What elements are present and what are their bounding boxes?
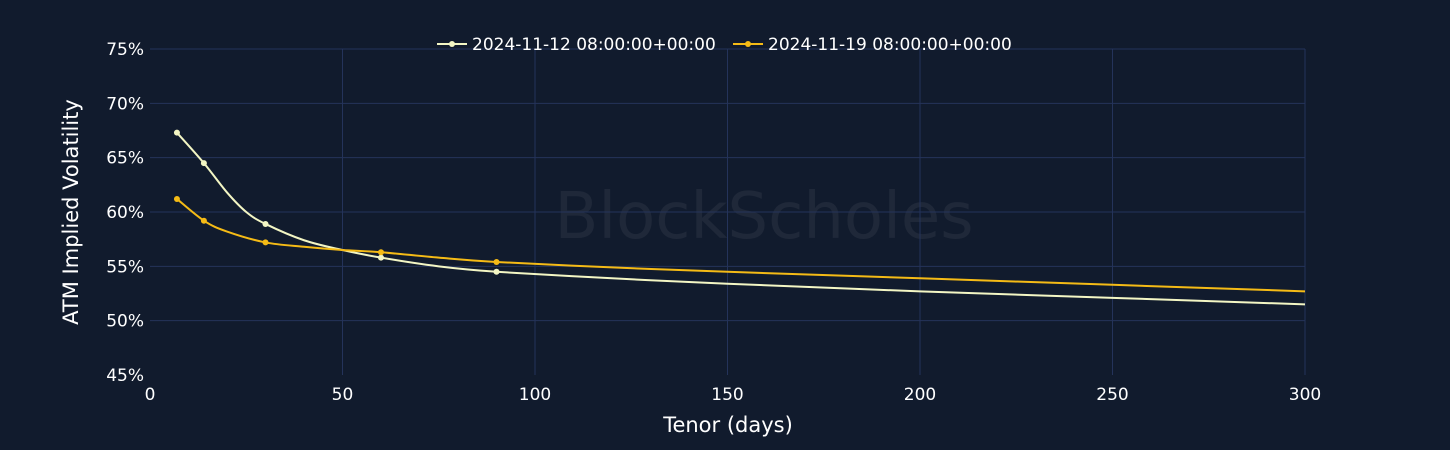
data-point <box>173 195 180 202</box>
y-tick-label: 65% <box>106 149 144 169</box>
legend-item[interactable]: 2024-11-19 08:00:00+00:00 <box>733 35 1012 55</box>
y-tick-label: 50% <box>106 312 144 332</box>
watermark-layer: BlockScholes <box>554 180 973 254</box>
data-point <box>493 258 500 265</box>
legend-label: 2024-11-12 08:00:00+00:00 <box>472 35 716 55</box>
x-tick-label: 300 <box>1289 385 1321 405</box>
y-tick-label: 70% <box>106 94 144 114</box>
y-tick-label: 60% <box>106 203 144 223</box>
series-line <box>176 132 1306 306</box>
watermark: BlockScholes <box>554 180 973 254</box>
y-tick-label: 45% <box>106 366 144 386</box>
data-point <box>262 239 269 246</box>
legend-label: 2024-11-19 08:00:00+00:00 <box>768 35 1012 55</box>
y-tick-label: 75% <box>106 40 144 60</box>
data-point <box>200 160 207 167</box>
legend-item[interactable]: 2024-11-12 08:00:00+00:00 <box>437 35 716 55</box>
series-line <box>176 198 1306 293</box>
data-point <box>493 268 500 275</box>
x-tick-label: 200 <box>904 385 936 405</box>
legend-marker <box>745 41 751 47</box>
x-tick-label: 100 <box>519 385 551 405</box>
data-point <box>200 217 207 224</box>
x-tick-label: 0 <box>145 385 156 405</box>
x-tick-label: 250 <box>1096 385 1128 405</box>
x-tick-label: 150 <box>711 385 743 405</box>
x-tick-label: 50 <box>332 385 354 405</box>
data-point <box>173 129 180 136</box>
series-2 <box>173 195 1306 293</box>
data-point <box>262 220 269 227</box>
legend-marker <box>449 41 455 47</box>
data-point <box>378 249 384 256</box>
x-axis-title: Tenor (days) <box>662 413 793 437</box>
grid-layer <box>150 48 1306 375</box>
y-tick-label: 55% <box>106 257 144 277</box>
series-1 <box>173 129 1306 306</box>
series-layer <box>173 129 1306 306</box>
legend[interactable]: 2024-11-12 08:00:00+00:00 2024-11-19 08:0… <box>437 35 1012 55</box>
y-axis-title: ATM Implied Volatility <box>59 99 83 325</box>
data-point <box>378 254 384 261</box>
tick-layer: 45% 50% 55% 60% 65% 70% 75% 0 50 100 150 200 250 300 <box>106 40 1321 405</box>
